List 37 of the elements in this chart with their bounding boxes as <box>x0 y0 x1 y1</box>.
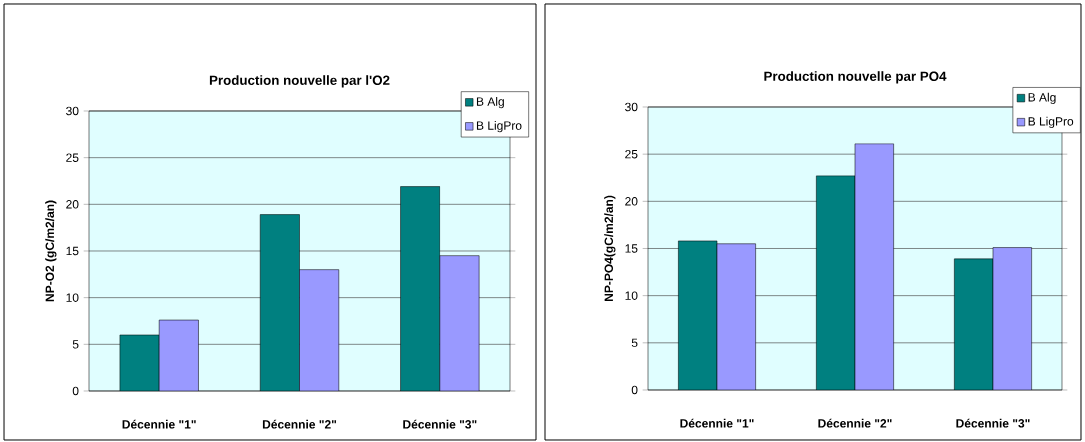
bar <box>299 269 340 391</box>
chart-title: Production nouvelle par PO4 <box>764 71 947 84</box>
x-tick-label: Décennie "2" <box>818 418 892 428</box>
bar <box>992 247 1032 390</box>
legend-label: B LigPro <box>476 121 522 133</box>
y-tick-label: 25 <box>66 153 79 162</box>
y-tick-label: 5 <box>631 338 638 348</box>
x-tick-label: Décennie "3" <box>956 418 1030 428</box>
legend-label: B LigPro <box>1028 116 1074 128</box>
chart-title: Production nouvelle par l'O2 <box>209 75 390 88</box>
y-tick-label: 5 <box>72 340 79 349</box>
x-tick-label: Décennie "3" <box>403 419 477 429</box>
x-tick-label: Décennie "1" <box>122 419 196 429</box>
y-axis-title: NP-O2 (gC/m2/an) <box>45 200 57 302</box>
y-tick-label: 10 <box>625 291 638 300</box>
y-tick-label: 25 <box>625 149 638 159</box>
y-tick-label: 10 <box>66 293 79 302</box>
bar <box>816 175 856 390</box>
bar <box>954 258 994 390</box>
bar <box>854 143 894 390</box>
legend-label: B Alg <box>476 96 504 109</box>
y-tick-label: 20 <box>66 200 79 209</box>
y-tick-label: 0 <box>631 385 638 395</box>
x-tick-label: Décennie "2" <box>262 419 337 429</box>
y-tick-label: 30 <box>625 102 638 112</box>
y-tick-label: 15 <box>625 244 638 253</box>
y-tick-label: 0 <box>72 386 79 396</box>
bar <box>678 240 718 390</box>
y-tick-label: 20 <box>625 197 638 206</box>
x-tick-label: Décennie "1" <box>680 418 754 428</box>
y-tick-label: 30 <box>66 106 79 116</box>
bar <box>716 243 756 390</box>
legend-label: B Alg <box>1028 92 1056 104</box>
y-axis-title: NP-PO4(gC/m2/an) <box>604 195 616 302</box>
bar <box>439 255 480 391</box>
y-tick-label: 15 <box>66 246 79 256</box>
bar <box>158 319 199 391</box>
